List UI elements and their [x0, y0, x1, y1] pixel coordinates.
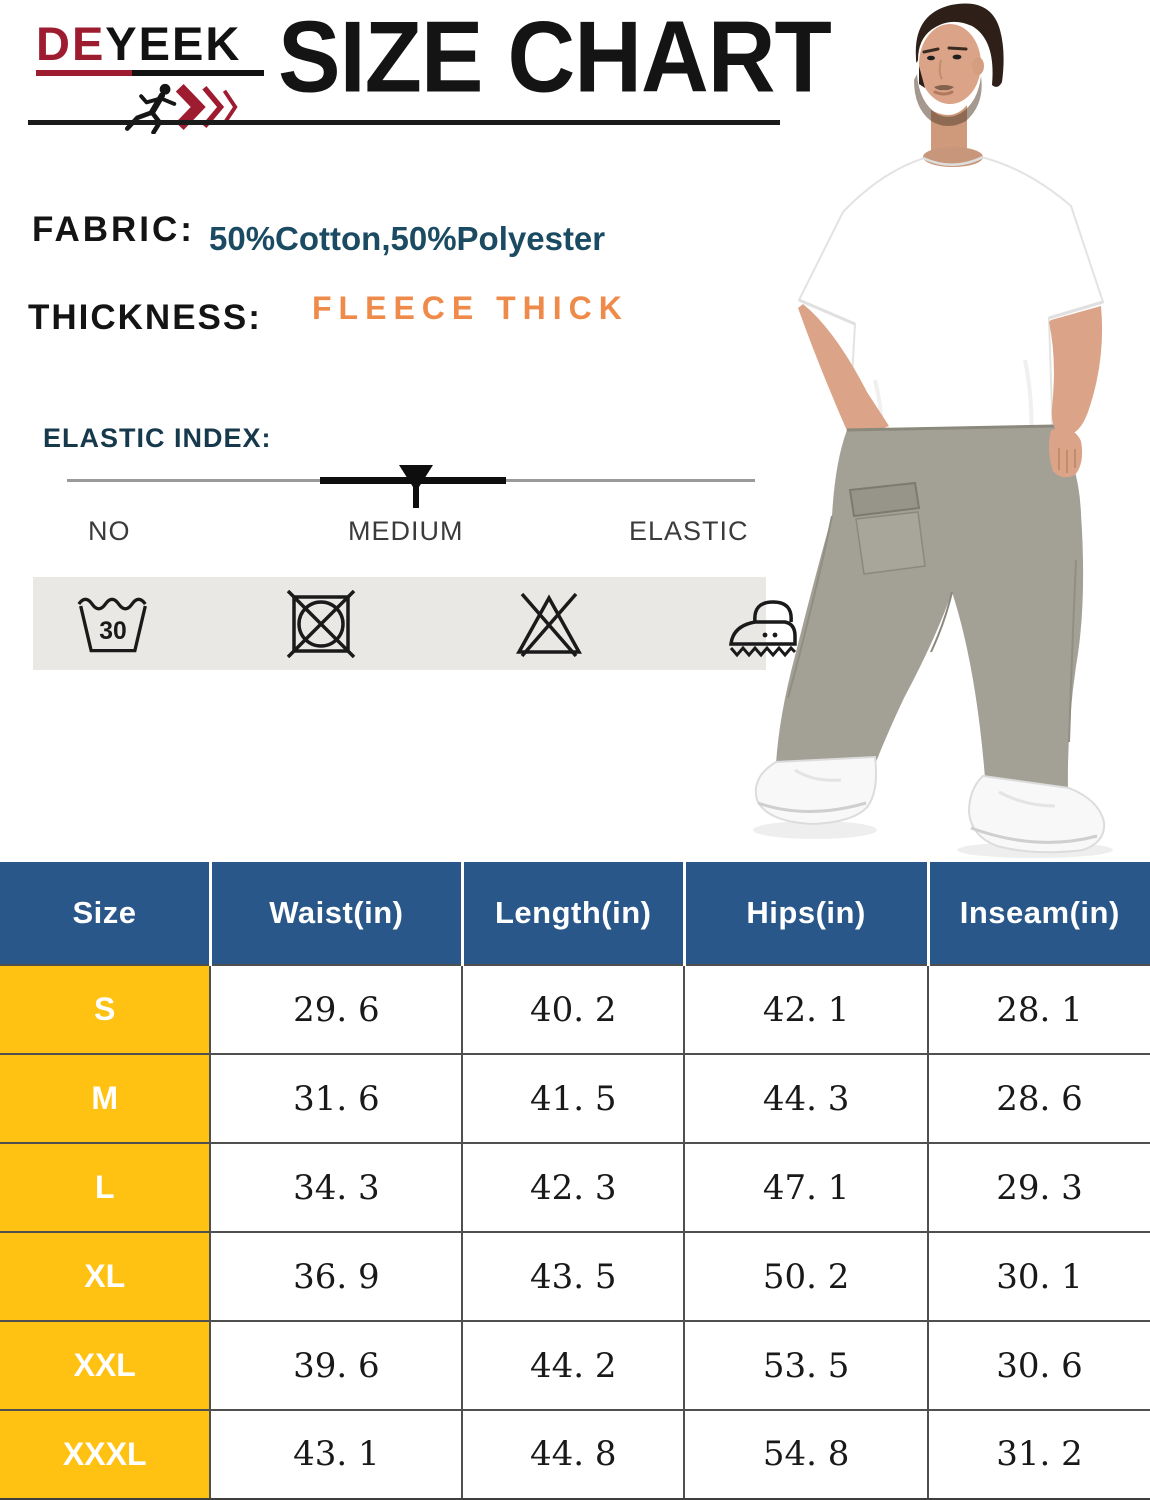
table-header-row: Size Waist(in) Length(in) Hips(in) Inseam(in… — [0, 862, 1150, 965]
table-row: XXXL 43. 1 44. 8 54. 8 31. 2 — [0, 1409, 1150, 1499]
measurement-cell: 39. 6 — [209, 1320, 463, 1410]
elastic-level-medium: MEDIUM — [348, 516, 464, 546]
size-label-cell: L — [0, 1142, 211, 1232]
measurement-cell: 43. 1 — [209, 1409, 463, 1499]
measurement-cell: 53. 5 — [683, 1320, 929, 1410]
measurement-cell: 31. 2 — [927, 1409, 1150, 1499]
iron-icon — [729, 600, 797, 658]
measurement-cell: 41. 5 — [461, 1053, 685, 1143]
thickness-value: FLEECE THICK — [312, 290, 629, 326]
table-row: M 31. 6 41. 5 44. 3 28. 6 — [0, 1053, 1150, 1143]
measurement-cell: 44. 2 — [461, 1320, 685, 1410]
measurement-cell: 30. 1 — [927, 1231, 1150, 1321]
measurement-cell: 44. 3 — [683, 1053, 929, 1143]
header-divider — [28, 120, 780, 125]
measurement-cell: 42. 3 — [461, 1142, 685, 1232]
do-not-tumble-dry-icon — [286, 590, 356, 658]
measurement-cell: 34. 3 — [209, 1142, 463, 1232]
machine-wash-30-icon: 30 — [77, 597, 147, 653]
column-header: Length(in) — [462, 862, 686, 965]
measurement-cell: 43. 5 — [461, 1231, 685, 1321]
measurement-cell: 50. 2 — [683, 1231, 929, 1321]
table-row: XXL 39. 6 44. 2 53. 5 30. 6 — [0, 1320, 1150, 1410]
column-header: Size — [0, 862, 212, 965]
measurement-cell: 30. 6 — [927, 1320, 1150, 1410]
size-label-cell: S — [0, 964, 211, 1054]
elastic-index-label: ELASTIC INDEX: — [43, 423, 272, 453]
elastic-marker-arrow-icon — [399, 465, 433, 508]
measurement-cell: 40. 2 — [461, 964, 685, 1054]
fabric-label: FABRIC: — [32, 210, 195, 249]
elastic-level-no: NO — [88, 516, 131, 546]
brand-logo: DEYEEK — [36, 16, 241, 71]
brand-logo-part1: DE — [36, 17, 106, 70]
column-header: Waist(in) — [210, 862, 464, 965]
fabric-value: 50%Cotton,50%Polyester — [209, 220, 606, 257]
measurement-cell: 29. 3 — [927, 1142, 1150, 1232]
table-row: L 34. 3 42. 3 47. 1 29. 3 — [0, 1142, 1150, 1232]
page-title: SIZE CHART — [278, 1, 832, 114]
do-not-bleach-icon — [516, 592, 582, 658]
table-row: XL 36. 9 43. 5 50. 2 30. 1 — [0, 1231, 1150, 1321]
size-label-cell: M — [0, 1053, 211, 1143]
table-row: S 29. 6 40. 2 42. 1 28. 1 — [0, 964, 1150, 1054]
model-photo — [753, 3, 1113, 858]
measurement-cell: 28. 1 — [927, 964, 1150, 1054]
measurement-cell: 29. 6 — [209, 964, 463, 1054]
column-header: Inseam(in) — [928, 862, 1150, 965]
runner-with-speed-arrows-icon — [124, 83, 238, 134]
size-label-cell: XL — [0, 1231, 211, 1321]
measurement-cell: 31. 6 — [209, 1053, 463, 1143]
measurement-cell: 28. 6 — [927, 1053, 1150, 1143]
measurement-cell: 42. 1 — [683, 964, 929, 1054]
brand-logo-underline — [36, 70, 264, 76]
care-symbols-band: 30 — [33, 577, 797, 670]
measurement-cell: 47. 1 — [683, 1142, 929, 1232]
measurement-cell: 36. 9 — [209, 1231, 463, 1321]
table-body: S 29. 6 40. 2 42. 1 28. 1 M 31. 6 41. 5 44. 3 28.… — [0, 964, 1150, 1499]
size-table: Size Waist(in) Length(in) Hips(in) Inseam(in… — [0, 862, 1150, 1500]
size-label-cell: XXXL — [0, 1409, 211, 1499]
size-label-cell: XXL — [0, 1320, 211, 1410]
thickness-label: THICKNESS: — [28, 298, 262, 337]
measurement-cell: 44. 8 — [461, 1409, 685, 1499]
measurement-cell: 54. 8 — [683, 1409, 929, 1499]
wash-temperature: 30 — [99, 618, 126, 645]
elastic-level-elastic: ELASTIC — [629, 516, 749, 546]
column-header: Hips(in) — [684, 862, 930, 965]
brand-logo-part2: YEEK — [105, 17, 242, 70]
